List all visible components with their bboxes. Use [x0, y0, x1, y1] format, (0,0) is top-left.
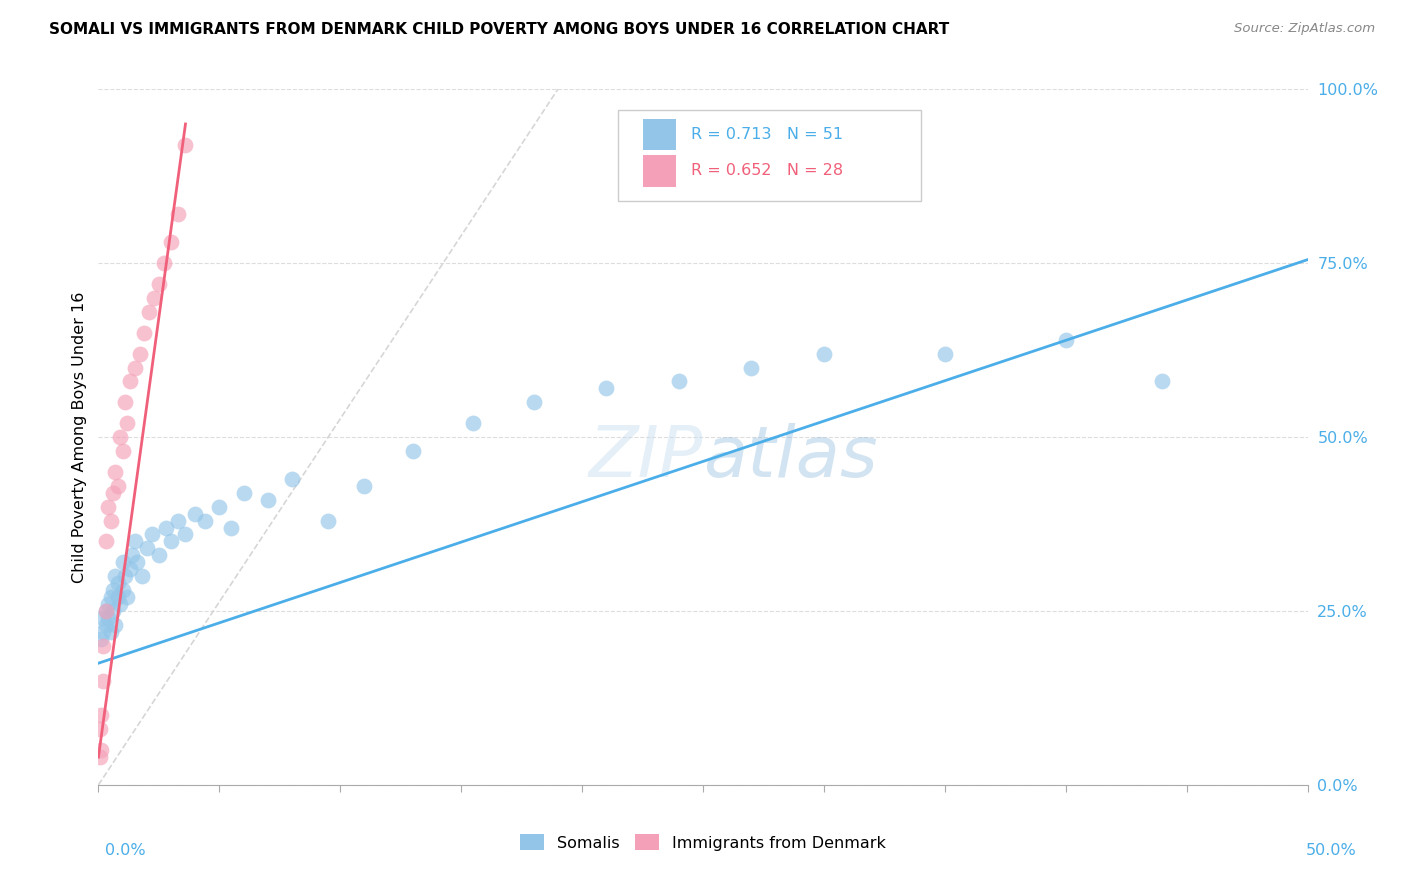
Point [111, 444, 134, 458]
Text: Source: ZipAtlas.com: Source: ZipAtlas.com [1234, 22, 1375, 36]
Point [135, 541, 157, 556]
Point [152, 256, 174, 270]
Point [114, 395, 136, 409]
Point [208, 500, 231, 514]
Point [101, 485, 124, 500]
FancyBboxPatch shape [619, 110, 921, 201]
Point [117, 590, 139, 604]
Point [101, 583, 124, 598]
Point [1054, 333, 1077, 347]
Point [668, 375, 690, 389]
Point [316, 514, 339, 528]
Legend: Somalis, Immigrants from Denmark: Somalis, Immigrants from Denmark [513, 828, 893, 857]
Point [108, 430, 131, 444]
Point [104, 569, 127, 583]
Point [118, 375, 141, 389]
Point [934, 346, 956, 360]
Point [174, 137, 197, 152]
Point [91, 673, 114, 688]
Point [101, 604, 124, 618]
Point [353, 479, 375, 493]
Point [232, 485, 254, 500]
Point [90, 632, 112, 646]
Point [107, 590, 129, 604]
Point [89, 750, 111, 764]
Point [402, 444, 425, 458]
Point [221, 520, 243, 534]
Point [143, 291, 166, 305]
Text: 0.0%: 0.0% [105, 843, 146, 858]
Point [118, 562, 141, 576]
Point [124, 360, 146, 375]
Point [94, 618, 117, 632]
Bar [643, 155, 676, 186]
Point [141, 527, 163, 541]
Point [127, 555, 149, 569]
Text: atlas: atlas [703, 424, 877, 492]
Point [463, 416, 485, 430]
Point [107, 479, 129, 493]
Point [131, 569, 153, 583]
Point [194, 514, 217, 528]
Point [155, 520, 177, 534]
Point [104, 465, 127, 479]
Point [94, 604, 117, 618]
Text: ZIP: ZIP [589, 424, 703, 492]
Point [134, 326, 156, 340]
Point [740, 360, 762, 375]
Point [97, 500, 120, 514]
Point [90, 708, 112, 723]
Point [167, 207, 190, 221]
Point [256, 492, 278, 507]
Point [94, 534, 117, 549]
Point [91, 639, 114, 653]
Point [184, 507, 207, 521]
Point [167, 514, 190, 528]
Text: R = 0.652   N = 28: R = 0.652 N = 28 [690, 163, 844, 178]
Point [97, 597, 120, 611]
Point [90, 743, 112, 757]
Point [523, 395, 546, 409]
Point [174, 527, 197, 541]
Point [160, 534, 183, 549]
Point [595, 381, 617, 395]
Point [1152, 375, 1174, 389]
Point [100, 514, 122, 528]
Point [94, 604, 117, 618]
Point [148, 549, 170, 563]
Point [148, 277, 170, 291]
Point [91, 611, 114, 625]
Point [111, 583, 134, 598]
Point [121, 549, 143, 563]
Y-axis label: Child Poverty Among Boys Under 16: Child Poverty Among Boys Under 16 [72, 292, 87, 582]
Point [124, 534, 146, 549]
Point [100, 590, 122, 604]
Point [138, 305, 160, 319]
Point [104, 618, 127, 632]
Point [107, 576, 129, 591]
Point [160, 235, 183, 250]
Point [281, 472, 304, 486]
Point [89, 723, 111, 737]
Point [111, 555, 134, 569]
Point [91, 624, 114, 639]
Point [813, 346, 835, 360]
Text: SOMALI VS IMMIGRANTS FROM DENMARK CHILD POVERTY AMONG BOYS UNDER 16 CORRELATION : SOMALI VS IMMIGRANTS FROM DENMARK CHILD … [49, 22, 949, 37]
Point [114, 569, 136, 583]
Text: 50.0%: 50.0% [1306, 843, 1357, 858]
Point [108, 597, 131, 611]
Point [100, 624, 122, 639]
Text: R = 0.713   N = 51: R = 0.713 N = 51 [690, 127, 844, 142]
Point [97, 611, 120, 625]
Point [117, 416, 139, 430]
Bar [643, 120, 676, 151]
Point [128, 346, 150, 360]
